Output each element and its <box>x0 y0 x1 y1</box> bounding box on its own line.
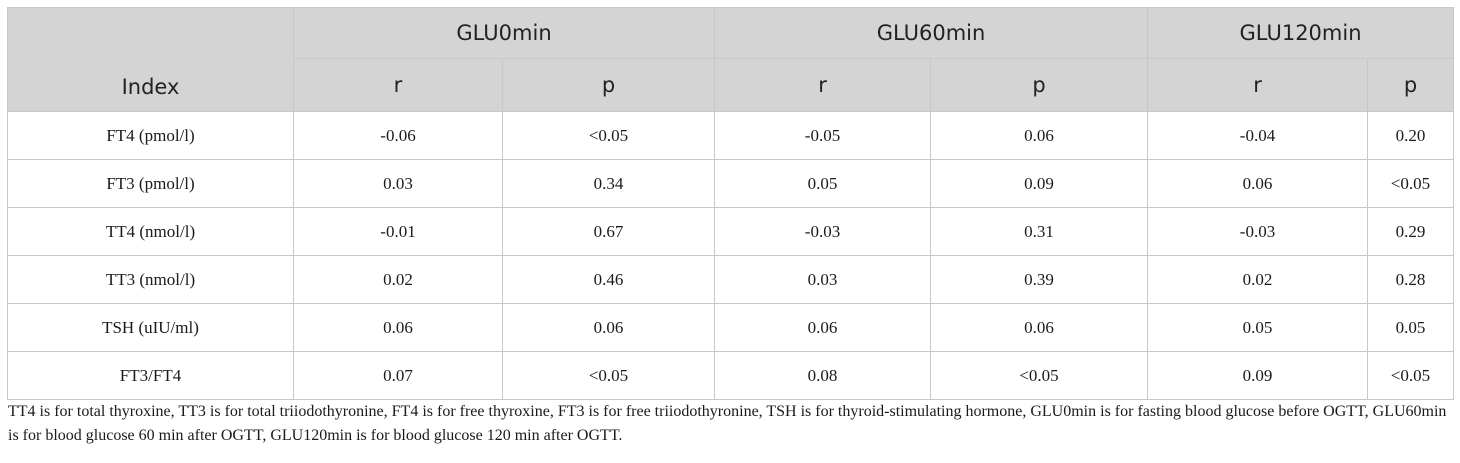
sub-header-r: r <box>1147 58 1369 112</box>
table-cell: <0.05 <box>501 111 716 160</box>
header-group-row: Index GLU0min GLU60min GLU120min <box>7 7 1455 112</box>
table-row: TT3 (nmol/l) 0.02 0.46 0.03 0.39 0.02 0.… <box>7 255 1455 304</box>
table-cell: 0.46 <box>501 255 716 304</box>
row-label: TSH (uIU/ml) <box>7 303 294 352</box>
table-cell: -0.05 <box>714 111 932 160</box>
group-header-glu120: GLU120min <box>1147 7 1455 59</box>
correlation-table-container: Index GLU0min GLU60min GLU120min r p r p… <box>7 7 1455 400</box>
table-cell: <0.05 <box>930 351 1149 400</box>
table-cell: 0.28 <box>1367 255 1455 304</box>
row-label: FT4 (pmol/l) <box>7 111 294 160</box>
table-row: FT3 (pmol/l) 0.03 0.34 0.05 0.09 0.06 <0… <box>7 159 1455 208</box>
sub-header-p: p <box>501 58 716 112</box>
table-cell: 0.02 <box>1147 255 1369 304</box>
table-cell: 0.09 <box>1147 351 1369 400</box>
table-cell: 0.05 <box>1147 303 1369 352</box>
table-cell: <0.05 <box>1367 351 1455 400</box>
table-cell: 0.03 <box>714 255 932 304</box>
table-cell: 0.06 <box>930 111 1149 160</box>
sub-header-p: p <box>930 58 1149 112</box>
table-cell: 0.67 <box>501 207 716 256</box>
table-cell: 0.31 <box>930 207 1149 256</box>
table-row: TSH (uIU/ml) 0.06 0.06 0.06 0.06 0.05 0.… <box>7 303 1455 352</box>
table-cell: 0.09 <box>930 159 1149 208</box>
table-cell: <0.05 <box>501 351 716 400</box>
row-label: FT3/FT4 <box>7 351 294 400</box>
table-cell: 0.02 <box>293 255 503 304</box>
table-cell: 0.39 <box>930 255 1149 304</box>
row-label: FT3 (pmol/l) <box>7 159 294 208</box>
index-header: Index <box>7 7 294 112</box>
table-cell: 0.05 <box>1367 303 1455 352</box>
table-row: TT4 (nmol/l) -0.01 0.67 -0.03 0.31 -0.03… <box>7 207 1455 256</box>
table-cell: 0.07 <box>293 351 503 400</box>
table-cell: -0.06 <box>293 111 503 160</box>
correlation-table: Index GLU0min GLU60min GLU120min r p r p… <box>7 7 1455 400</box>
table-cell: 0.06 <box>714 303 932 352</box>
table-cell: -0.04 <box>1147 111 1369 160</box>
table-cell: -0.03 <box>714 207 932 256</box>
table-header: Index GLU0min GLU60min GLU120min r p r p… <box>7 7 1455 112</box>
group-header-glu60: GLU60min <box>714 7 1149 59</box>
table-cell: 0.34 <box>501 159 716 208</box>
row-label: TT3 (nmol/l) <box>7 255 294 304</box>
group-header-glu0: GLU0min <box>292 7 716 59</box>
table-cell: 0.03 <box>293 159 503 208</box>
table-cell: 0.08 <box>714 351 932 400</box>
table-cell: 0.06 <box>930 303 1149 352</box>
table-cell: 0.06 <box>1147 159 1369 208</box>
table-body: FT4 (pmol/l) -0.06 <0.05 -0.05 0.06 -0.0… <box>7 111 1455 400</box>
table-row: FT4 (pmol/l) -0.06 <0.05 -0.05 0.06 -0.0… <box>7 111 1455 160</box>
sub-header-r: r <box>293 58 503 112</box>
table-cell: 0.20 <box>1367 111 1455 160</box>
table-footnote: TT4 is for total thyroxine, TT3 is for t… <box>8 403 1447 444</box>
table-cell: 0.06 <box>293 303 503 352</box>
table-cell: 0.06 <box>501 303 716 352</box>
table-cell: 0.29 <box>1367 207 1455 256</box>
table-cell: -0.03 <box>1147 207 1369 256</box>
table-row: FT3/FT4 0.07 <0.05 0.08 <0.05 0.09 <0.05 <box>7 351 1455 400</box>
table-cell: -0.01 <box>293 207 503 256</box>
row-label: TT4 (nmol/l) <box>7 207 294 256</box>
table-cell: <0.05 <box>1367 159 1455 208</box>
sub-header-p: p <box>1367 58 1455 112</box>
sub-header-r: r <box>714 58 932 112</box>
header-sub-row: r p r p r p <box>8 58 1455 112</box>
table-cell: 0.05 <box>714 159 932 208</box>
